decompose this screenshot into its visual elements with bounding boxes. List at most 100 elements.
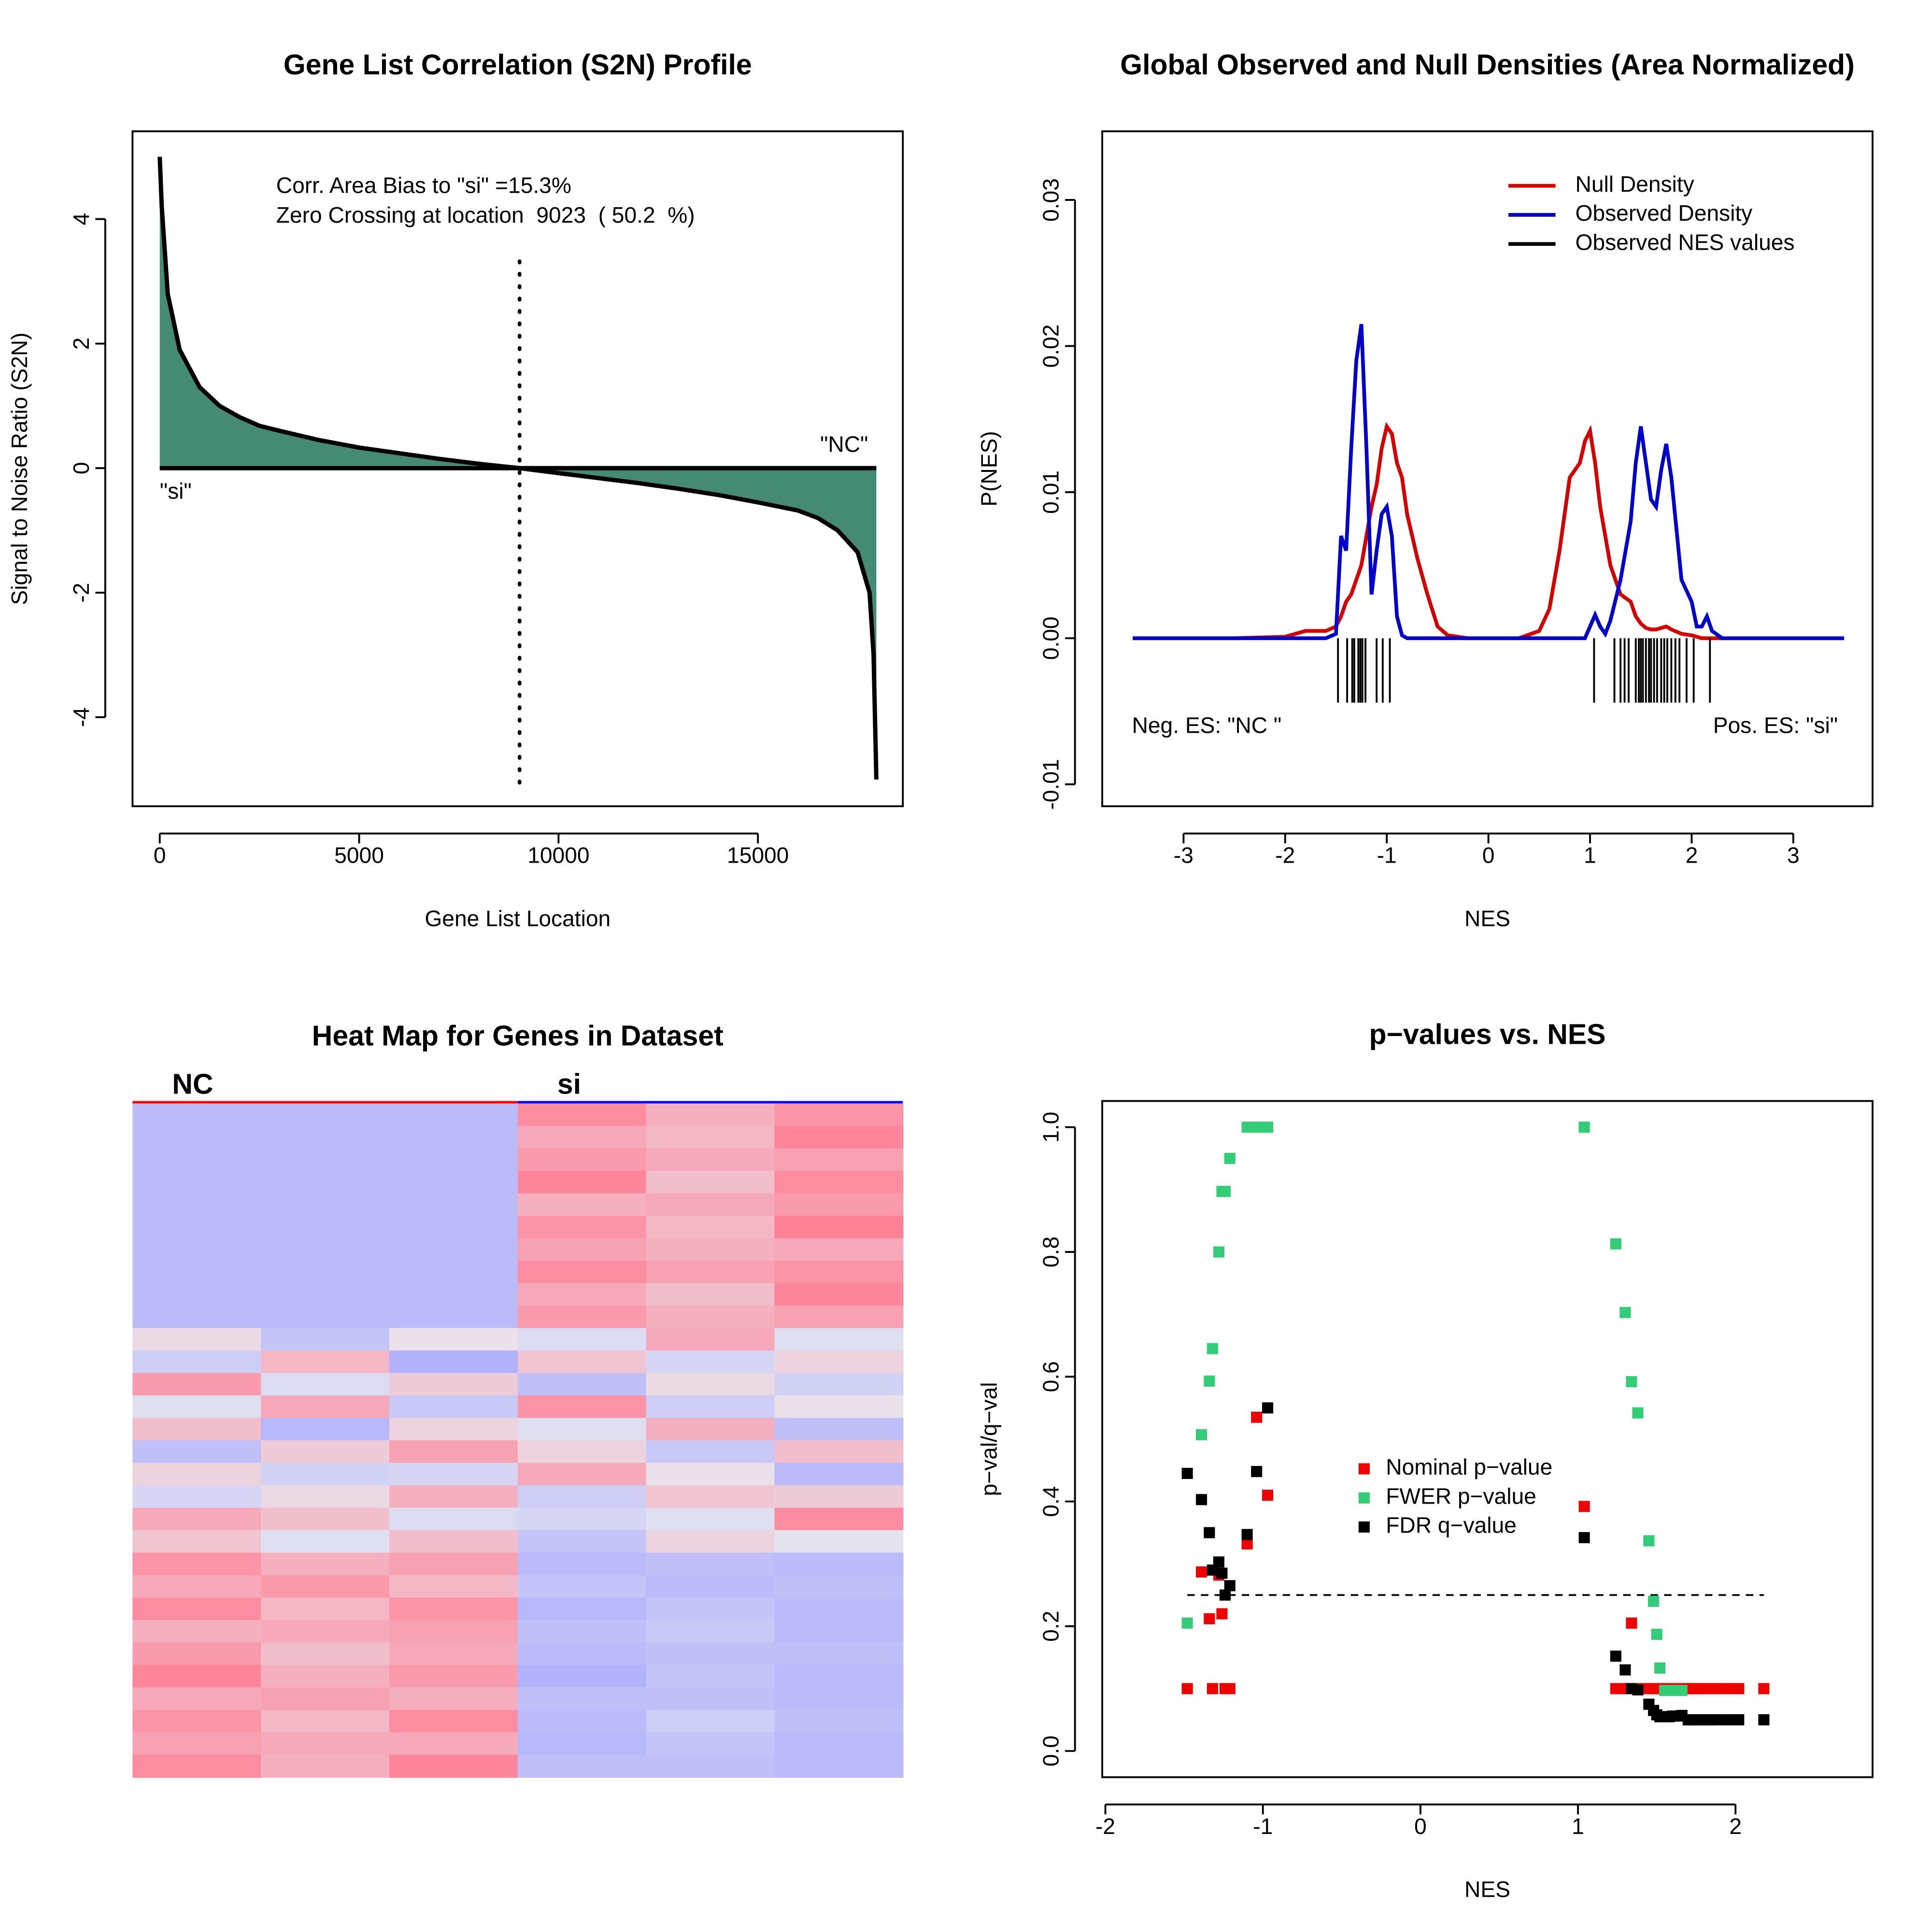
heat-cell: [261, 1171, 390, 1194]
heat-cell: [389, 1620, 519, 1643]
heat-cell: [646, 1710, 775, 1733]
point: [1722, 1714, 1733, 1726]
heat-cell: [517, 1261, 647, 1284]
heat-cell: [646, 1440, 775, 1463]
heat-cell: [517, 1620, 647, 1643]
point: [1578, 1532, 1590, 1544]
heat-cell: [132, 1148, 262, 1172]
point: [1262, 1402, 1274, 1414]
heat-cell: [774, 1463, 904, 1486]
heat-cell: [261, 1552, 390, 1576]
heat-cell: [132, 1463, 262, 1486]
point: [1632, 1684, 1644, 1696]
heat-cell: [261, 1620, 390, 1643]
heat-cell: [774, 1283, 904, 1307]
point: [1733, 1683, 1745, 1694]
heat-cell: [389, 1216, 519, 1239]
heat-cell: [646, 1754, 775, 1778]
point: [1610, 1238, 1621, 1250]
point: [1213, 1556, 1224, 1568]
plot-frame: [1101, 1100, 1874, 1778]
heat-cell: [261, 1642, 390, 1666]
heat-cell: [517, 1148, 647, 1172]
heat-cell: [389, 1126, 519, 1149]
y-tick-label: 0.02: [1038, 325, 1064, 368]
point: [1241, 1122, 1253, 1133]
plot-frame: [131, 130, 904, 808]
heat-cell: [646, 1103, 775, 1127]
point: [1219, 1589, 1231, 1601]
y-axis-title: p−val/q−val: [976, 1382, 1001, 1496]
heat-cell: [774, 1575, 904, 1598]
heat-cell: [261, 1575, 390, 1598]
point: [1241, 1529, 1253, 1540]
heat-cell: [261, 1732, 390, 1756]
chart-title: Gene List Correlation (S2N) Profile: [284, 49, 752, 81]
point: [1711, 1683, 1722, 1694]
heat-cell: [517, 1552, 647, 1576]
y-tick-label: -2: [69, 583, 94, 603]
heat-cell: [774, 1754, 904, 1778]
x-tick-label: 10000: [527, 843, 589, 868]
point: [1626, 1617, 1637, 1629]
heat-cell: [517, 1103, 647, 1127]
plot-frame: [1101, 130, 1874, 808]
heat-cell: [132, 1350, 262, 1374]
heat-cell: [517, 1395, 647, 1419]
point: [1619, 1664, 1631, 1676]
legend-label: FWER p−value: [1386, 1483, 1536, 1508]
group-label: NC: [172, 1068, 213, 1100]
heat-cell: [389, 1597, 519, 1621]
heat-cell: [389, 1395, 519, 1419]
heat-cell: [132, 1103, 262, 1127]
density-line: [1133, 422, 1845, 640]
heat-cell: [261, 1710, 390, 1733]
legend-label: Null Density: [1576, 171, 1694, 197]
heat-cell: [132, 1552, 262, 1576]
heat-cell: [774, 1710, 904, 1733]
heat-cell: [517, 1350, 647, 1374]
heat-cell: [774, 1665, 904, 1688]
y-tick-label: 0.8: [1038, 1236, 1064, 1267]
heat-cell: [261, 1126, 390, 1149]
heat-cell: [646, 1575, 775, 1598]
heat-cell: [646, 1126, 775, 1149]
heat-cell: [646, 1687, 775, 1711]
point: [1578, 1501, 1590, 1512]
heat-cell: [517, 1507, 647, 1531]
heat-cell: [261, 1507, 390, 1531]
heat-cell: [646, 1597, 775, 1621]
heat-cell: [261, 1395, 390, 1419]
point: [1251, 1466, 1263, 1477]
heat-cell: [261, 1754, 390, 1778]
profile-line: [157, 156, 879, 780]
heat-cell: [646, 1485, 775, 1508]
heat-cell: [774, 1238, 904, 1262]
x-tick-label: 0: [1482, 843, 1495, 868]
point: [1224, 1152, 1236, 1164]
heat-cell: [389, 1552, 519, 1576]
heat-cell: [517, 1710, 647, 1733]
heat-cell: [389, 1507, 519, 1531]
point: [1262, 1490, 1274, 1501]
y-tick-label: -0.01: [1038, 759, 1064, 810]
heat-cell: [389, 1350, 519, 1374]
heat-cell: [646, 1306, 775, 1329]
heat-cell: [132, 1642, 262, 1666]
y-tick-label: 0.01: [1038, 470, 1064, 514]
heat-cell: [389, 1148, 519, 1172]
x-tick-label: 5000: [334, 843, 384, 868]
heat-cell: [774, 1530, 904, 1553]
heat-cell: [261, 1193, 390, 1217]
heat-cell: [517, 1665, 647, 1688]
x-axis-title: Gene List Location: [425, 906, 611, 931]
heat-cell: [132, 1732, 262, 1756]
point: [1224, 1580, 1236, 1591]
point: [1216, 1608, 1228, 1619]
heat-cell: [646, 1216, 775, 1239]
heat-cell: [132, 1328, 262, 1351]
heat-cell: [646, 1373, 775, 1396]
heat-cell: [646, 1642, 775, 1666]
heat-cell: [389, 1754, 519, 1778]
